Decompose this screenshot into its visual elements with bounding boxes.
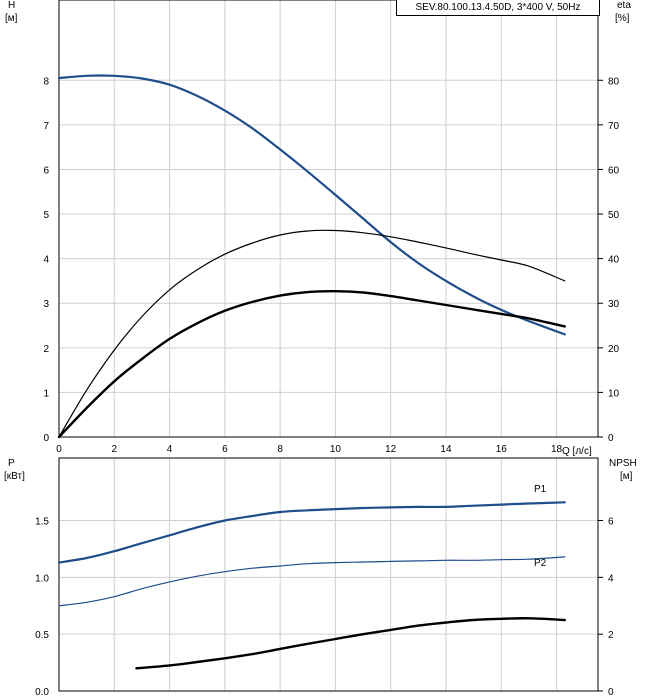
eta-tick-label: 0 <box>608 433 614 444</box>
h-tick-label: 0 <box>43 433 49 444</box>
p2-series-label: P2 <box>534 558 547 569</box>
p1-curve-line <box>57 501 566 564</box>
p1-series-label: P1 <box>534 484 547 495</box>
h-tick-label: 6 <box>43 165 49 176</box>
h-tick-label: 5 <box>43 210 49 221</box>
p2-curve-line <box>58 556 566 607</box>
eta-axis-unit: [%] <box>615 13 630 24</box>
h-axis-label: H <box>8 0 15 11</box>
h-tick-label: 3 <box>43 299 49 310</box>
x-tick-label: 16 <box>496 444 508 455</box>
tick-labels: 0 2 4 6 8 10 12 14 16 180123456780102030405060708… <box>35 76 619 698</box>
npsh-axis-unit: [м] <box>620 471 633 482</box>
eta-tick-label: 60 <box>608 165 620 176</box>
bottom-grid <box>58 458 598 692</box>
p-axis-label: P <box>8 458 15 469</box>
h-tick-label: 8 <box>43 76 49 87</box>
h-tick-label: 1 <box>43 388 49 399</box>
npsh-axis-label: NPSH <box>609 458 637 469</box>
total-efficiency-curve-line <box>57 289 566 439</box>
p-tick-label: 0.0 <box>35 687 49 698</box>
eta-tick-label: 20 <box>608 344 620 355</box>
x-tick-label: 18 <box>551 444 563 455</box>
h-tick-label: 2 <box>43 344 49 355</box>
top-plot-frame <box>58 0 599 438</box>
head-curve-line <box>57 74 566 336</box>
npsh-tick-label: 4 <box>608 573 614 584</box>
x-tick-label: 12 <box>385 444 397 455</box>
p-tick-label: 1.5 <box>35 517 49 528</box>
h-tick-label: 7 <box>43 121 49 132</box>
q-axis-label: Q [л/с] <box>562 446 592 457</box>
h-axis-unit: [м] <box>5 13 18 24</box>
eta-tick-label: 40 <box>608 255 620 266</box>
npsh-curve-line <box>135 617 566 670</box>
eta-tick-label: 70 <box>608 121 620 132</box>
npsh-tick-label: 6 <box>608 517 614 528</box>
p-tick-label: 1.0 <box>35 573 49 584</box>
eta-tick-label: 50 <box>608 210 620 221</box>
model-label: SEV.80.100.13.4.50D, 3*400 V, 50Hz <box>396 0 600 16</box>
x-tick-label: 0 <box>56 444 62 455</box>
top-series-lines <box>57 74 566 439</box>
x-tick-label: 6 <box>222 444 228 455</box>
x-tick-label: 10 <box>330 444 342 455</box>
x-tick-label: 2 <box>112 444 118 455</box>
efficiency-curve-line <box>58 229 566 438</box>
p-axis-unit: [кВт] <box>4 471 25 482</box>
bottom-plot-frame <box>58 457 599 692</box>
bottom-series-lines <box>57 501 566 670</box>
eta-axis-label: eta <box>617 0 631 11</box>
eta-tick-label: 10 <box>608 388 620 399</box>
x-tick-label: 4 <box>167 444 173 455</box>
h-tick-label: 4 <box>43 255 49 266</box>
npsh-tick-label: 2 <box>608 630 614 641</box>
x-tick-label: 8 <box>277 444 283 455</box>
eta-tick-label: 30 <box>608 299 620 310</box>
npsh-tick-label: 0 <box>608 687 614 698</box>
top-grid <box>58 0 598 438</box>
x-tick-label: 14 <box>440 444 452 455</box>
eta-tick-label: 80 <box>608 76 620 87</box>
p-tick-label: 0.5 <box>35 630 49 641</box>
